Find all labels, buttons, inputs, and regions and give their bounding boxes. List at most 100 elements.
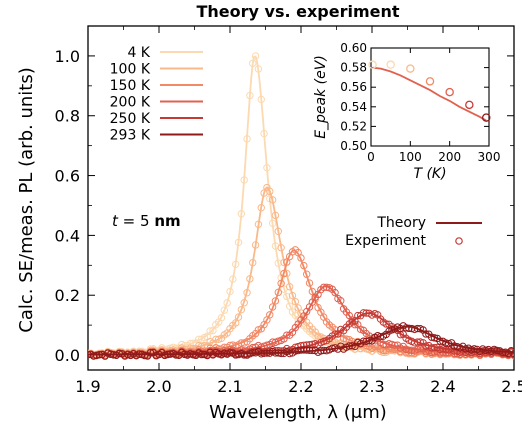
- experiment-point: [291, 297, 300, 306]
- legend-experiment-label: Experiment: [345, 233, 426, 249]
- experiment-point: [229, 275, 237, 283]
- inset-y-tick-label: 0.56: [340, 80, 367, 94]
- x-tick-label: 2.2: [288, 377, 313, 396]
- experiment-point: [402, 324, 410, 332]
- experiment-point: [300, 346, 308, 354]
- experiment-point: [442, 339, 450, 347]
- experiment-point: [180, 350, 189, 359]
- legend-experiment-swatch: [455, 237, 463, 245]
- experiment-point: [246, 275, 254, 283]
- inset-experiment-point: [406, 64, 415, 73]
- y-tick-label: 1.0: [55, 47, 80, 66]
- experiment-point: [249, 258, 257, 267]
- y-tick-label: 0.0: [55, 346, 80, 365]
- x-axis-title: Wavelength, λ (μm): [209, 402, 387, 423]
- experiment-point: [92, 351, 101, 360]
- inset-y-tick-label: 0.58: [340, 61, 367, 75]
- inset-y-tick-label: 0.50: [340, 139, 367, 153]
- y-tick-label: 0.4: [55, 226, 80, 245]
- experiment-point: [362, 337, 371, 345]
- experiment-point: [266, 187, 274, 196]
- experiment-point: [302, 270, 311, 278]
- x-tick-label: 2.5: [501, 377, 522, 396]
- experiment-point: [277, 279, 285, 288]
- series-100k: [88, 183, 514, 360]
- inset-experiment-point: [425, 77, 435, 86]
- experiment-point: [251, 52, 260, 60]
- legend-theory-label: Theory: [376, 215, 426, 231]
- experiment-point: [166, 350, 175, 358]
- experiment-point: [274, 288, 282, 297]
- inset-y-tick-label: 0.60: [340, 41, 367, 55]
- inset-experiment-point: [481, 113, 491, 122]
- experiment-point: [305, 346, 314, 354]
- experiment-point: [146, 349, 155, 357]
- inset-background: [319, 38, 501, 192]
- experiment-point: [223, 299, 231, 307]
- experiment-point: [271, 349, 280, 357]
- experiment-point: [237, 305, 246, 314]
- experiment-point: [246, 91, 254, 100]
- x-tick-label: 2.3: [359, 377, 384, 396]
- legend-label: 250 K: [110, 111, 151, 127]
- experiment-point: [237, 339, 246, 347]
- experiment-point: [510, 349, 514, 358]
- experiment-point: [257, 95, 265, 104]
- experiment-point: [251, 241, 260, 249]
- experiment-point: [277, 244, 285, 252]
- experiment-point: [260, 129, 268, 138]
- experiment-point: [408, 346, 416, 355]
- inset-y-tick-label: 0.54: [340, 100, 367, 114]
- experiment-point: [220, 349, 229, 358]
- experiment-point: [294, 346, 302, 355]
- experiment-point: [320, 337, 328, 346]
- experiment-point: [89, 352, 98, 360]
- experiment-point: [234, 238, 243, 247]
- legend-label: 200 K: [110, 95, 151, 111]
- experiment-point: [427, 344, 436, 352]
- experiment-point: [197, 350, 206, 359]
- experiment-point: [234, 313, 243, 321]
- experiment-point: [427, 333, 436, 341]
- thickness-annotation: t = 5 nm: [112, 212, 181, 230]
- experiment-point: [320, 346, 328, 355]
- experiment-point: [249, 348, 257, 357]
- legend-label: 4 K: [127, 45, 150, 61]
- experiment-point: [254, 65, 263, 73]
- experiment-point: [231, 351, 240, 359]
- inset-x-axis-title: T (K): [413, 166, 446, 182]
- experiment-point: [288, 291, 297, 300]
- experiment-point: [231, 319, 240, 327]
- experiment-point: [317, 347, 325, 355]
- experiment-point: [337, 297, 345, 305]
- experiment-point: [339, 335, 348, 343]
- experiment-point: [243, 289, 251, 297]
- experiment-point: [331, 330, 339, 338]
- experiment-point: [462, 345, 470, 353]
- experiment-point: [217, 314, 226, 322]
- experiment-point: [268, 196, 277, 204]
- experiment-point: [271, 297, 280, 305]
- experiment-point: [365, 336, 373, 345]
- experiment-point: [274, 227, 282, 235]
- experiment-point: [305, 279, 314, 287]
- experiment-point: [95, 351, 104, 359]
- experiment-point: [257, 350, 265, 358]
- experiment-point: [302, 346, 311, 354]
- chart-title: Theory vs. experiment: [196, 2, 399, 21]
- inset-frame: [370, 47, 490, 147]
- legend-label: 150 K: [110, 78, 151, 94]
- y-tick-label: 0.6: [55, 167, 80, 186]
- style-legend: Theory Experiment: [345, 215, 482, 249]
- experiment-point: [214, 350, 223, 358]
- experiment-point: [285, 302, 294, 310]
- experiment-point: [300, 261, 308, 270]
- experiment-point: [413, 338, 422, 346]
- y-tick-label: 0.2: [55, 286, 80, 305]
- experiment-point: [283, 292, 291, 301]
- experiment-point: [237, 210, 246, 218]
- experiment-point: [283, 331, 291, 339]
- experiment-point: [297, 254, 305, 262]
- experiment-point: [328, 344, 336, 353]
